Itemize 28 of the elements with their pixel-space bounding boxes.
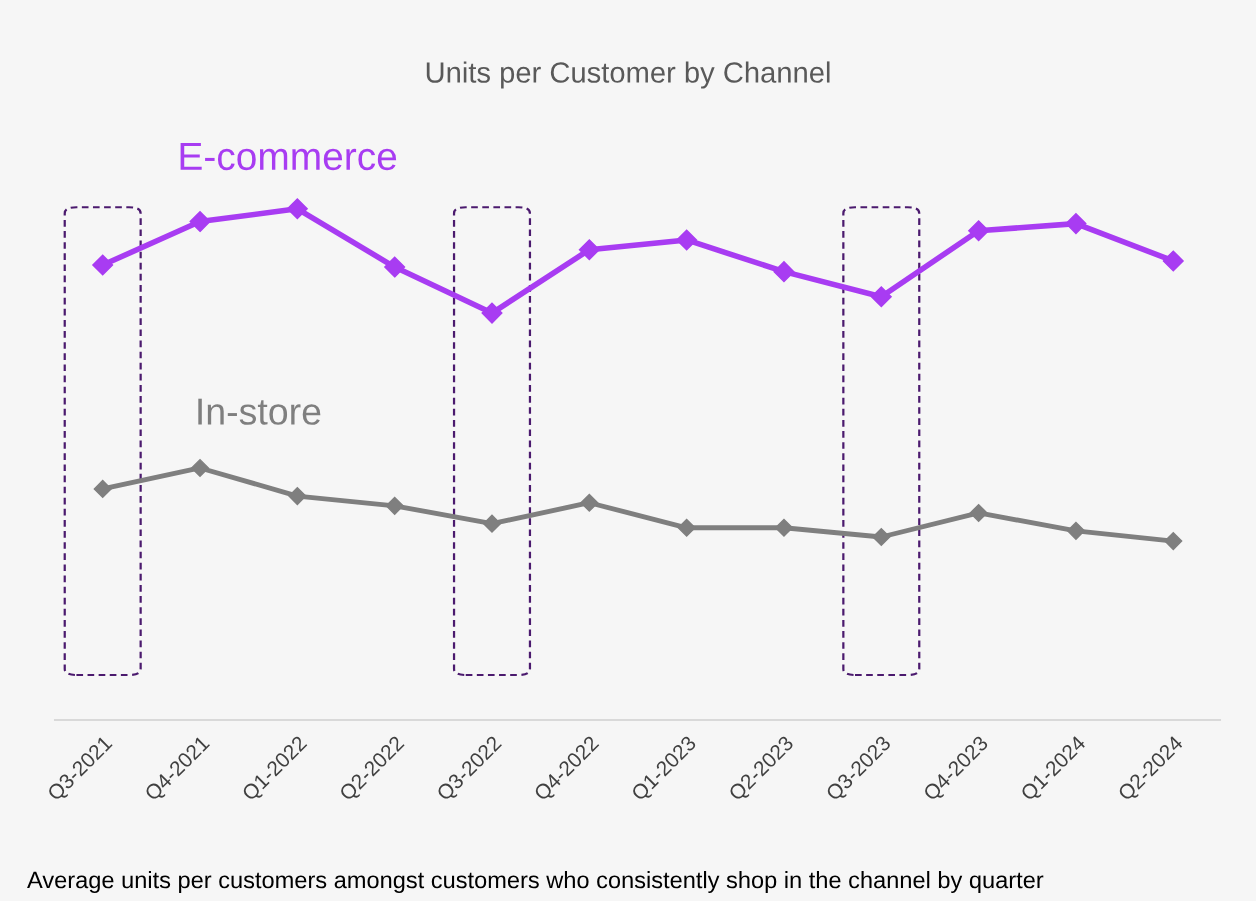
- point: [384, 256, 406, 278]
- point: [482, 514, 502, 533]
- point: [580, 493, 599, 512]
- point: [578, 239, 600, 261]
- point: [286, 198, 308, 220]
- point: [1065, 213, 1087, 235]
- point: [676, 229, 698, 251]
- point: [385, 496, 404, 515]
- point: [968, 220, 990, 242]
- point: [1066, 521, 1085, 540]
- point: [190, 458, 210, 478]
- point: [1164, 532, 1183, 551]
- series-label: E-commerce: [180, 143, 397, 171]
- point: [1162, 250, 1184, 272]
- point: [773, 261, 795, 283]
- point: [189, 211, 211, 233]
- point: [872, 527, 891, 547]
- point: [677, 518, 696, 537]
- point: [774, 518, 794, 537]
- point: [870, 286, 892, 308]
- point: [481, 302, 503, 324]
- chart-title: Units per Customer by Channel: [426, 61, 830, 89]
- point: [93, 479, 112, 498]
- series-label: In-store: [198, 398, 321, 425]
- point: [969, 503, 988, 523]
- point: [288, 487, 307, 506]
- text: Average units per customers amongst customers who consistently shop in the channel by quarter: [27, 870, 1044, 894]
- point: [92, 254, 114, 276]
